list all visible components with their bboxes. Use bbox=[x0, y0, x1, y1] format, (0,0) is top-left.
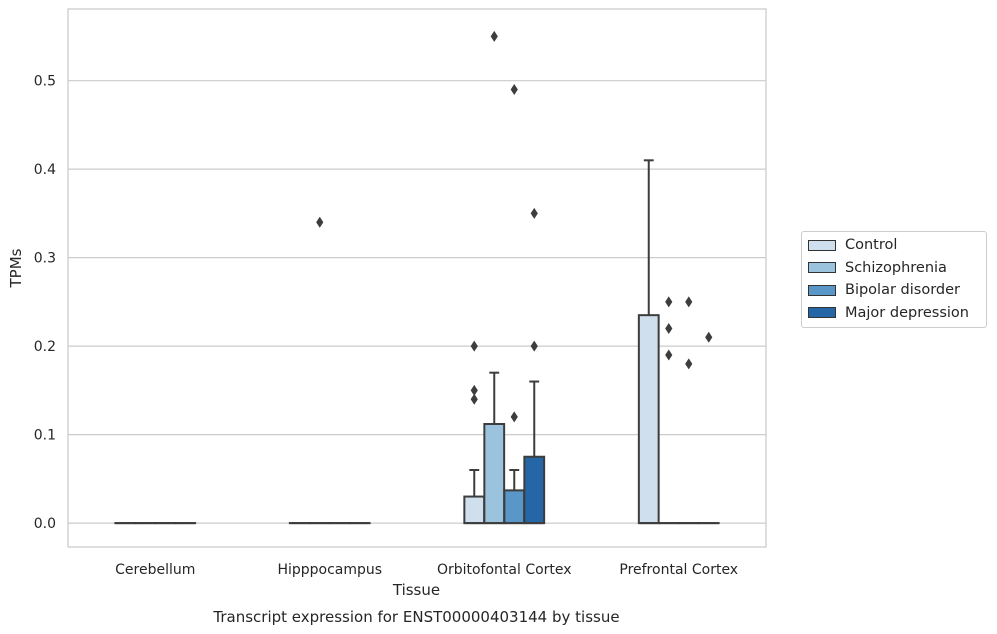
legend-label: Major depression bbox=[845, 304, 969, 321]
outlier-point bbox=[665, 349, 673, 361]
x-tick-label: Hipppocampus bbox=[277, 562, 382, 578]
outlier-point bbox=[510, 411, 518, 423]
box bbox=[523, 455, 546, 525]
outlier-point bbox=[510, 84, 518, 96]
legend-swatch bbox=[808, 307, 836, 319]
outlier-point bbox=[705, 331, 713, 343]
box-group bbox=[677, 296, 700, 525]
outlier-point bbox=[685, 358, 693, 370]
outlier-point bbox=[530, 207, 538, 219]
box bbox=[503, 489, 526, 525]
outlier-point bbox=[470, 340, 478, 352]
y-tick-label: 0.5 bbox=[34, 74, 56, 90]
outlier-point bbox=[490, 30, 498, 42]
outlier-point bbox=[665, 322, 673, 334]
legend-item: Bipolar disorder bbox=[802, 279, 986, 302]
plot-area bbox=[67, 8, 767, 548]
legend-swatch bbox=[808, 239, 836, 251]
legend-swatch bbox=[808, 284, 836, 296]
box-plots bbox=[114, 30, 720, 525]
outlier-point bbox=[470, 393, 478, 405]
box-group bbox=[463, 340, 486, 525]
box bbox=[463, 495, 486, 525]
legend-label: Bipolar disorder bbox=[845, 282, 960, 299]
legend-swatch bbox=[808, 262, 836, 274]
legend-label: Schizophrenia bbox=[845, 259, 947, 276]
outlier-point bbox=[316, 216, 324, 228]
box-group bbox=[483, 30, 506, 525]
box-group bbox=[697, 331, 720, 525]
x-axis-ticks: Cerebellum Hipppocampus Orbitofontal Corte… bbox=[115, 562, 738, 578]
y-tick-label: 0.0 bbox=[34, 516, 56, 532]
x-axis-label: Tissue bbox=[392, 581, 440, 599]
box-group bbox=[637, 159, 660, 525]
x-tick-label: Prefrontal Cortex bbox=[619, 562, 738, 578]
box-group bbox=[657, 296, 680, 525]
legend-item: Control bbox=[802, 234, 986, 257]
box bbox=[637, 314, 660, 525]
grid-lines bbox=[68, 80, 766, 524]
legend-item: Schizophrenia bbox=[802, 257, 986, 280]
y-tick-label: 0.2 bbox=[34, 339, 56, 355]
legend-label: Control bbox=[845, 237, 898, 254]
x-tick-label: Cerebellum bbox=[115, 562, 195, 578]
y-tick-label: 0.1 bbox=[34, 428, 56, 444]
chart-title: Transcript expression for ENST0000040314… bbox=[212, 608, 619, 626]
y-axis-label: TPMs bbox=[7, 248, 25, 288]
x-tick-label: Orbitofontal Cortex bbox=[437, 562, 572, 578]
y-axis-ticks: 0.0 0.1 0.2 0.3 0.4 0.5 bbox=[34, 74, 56, 532]
outlier-point bbox=[665, 296, 673, 308]
outlier-point bbox=[530, 340, 538, 352]
y-tick-label: 0.3 bbox=[34, 251, 56, 267]
box-group bbox=[503, 84, 526, 525]
y-tick-label: 0.4 bbox=[34, 162, 56, 178]
box-group bbox=[523, 207, 546, 525]
box bbox=[483, 423, 506, 525]
legend: Control Schizophrenia Bipolar disorder M… bbox=[801, 231, 987, 328]
outlier-point bbox=[470, 384, 478, 396]
outlier-point bbox=[685, 296, 693, 308]
legend-item: Major depression bbox=[802, 302, 986, 325]
box-group bbox=[308, 216, 331, 525]
